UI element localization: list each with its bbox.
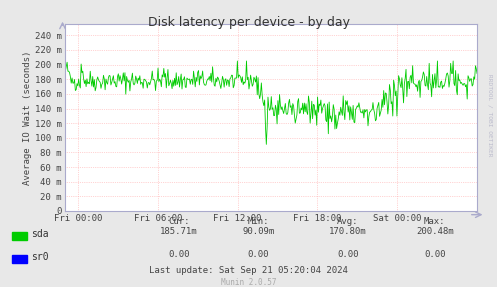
- Text: 0.00: 0.00: [168, 250, 190, 259]
- Text: 185.71m: 185.71m: [160, 227, 198, 236]
- Text: Munin 2.0.57: Munin 2.0.57: [221, 278, 276, 287]
- Text: RRDTOOL / TOBI OETIKER: RRDTOOL / TOBI OETIKER: [487, 73, 492, 156]
- Text: sr0: sr0: [31, 252, 49, 262]
- Text: 0.00: 0.00: [337, 250, 359, 259]
- Text: 170.80m: 170.80m: [329, 227, 367, 236]
- Text: Min:: Min:: [248, 217, 269, 226]
- Y-axis label: Average IO Wait (seconds): Average IO Wait (seconds): [23, 51, 32, 185]
- Text: Disk latency per device - by day: Disk latency per device - by day: [148, 16, 349, 29]
- Text: 0.00: 0.00: [424, 250, 446, 259]
- Text: 200.48m: 200.48m: [416, 227, 454, 236]
- Text: Avg:: Avg:: [337, 217, 359, 226]
- Text: Last update: Sat Sep 21 05:20:04 2024: Last update: Sat Sep 21 05:20:04 2024: [149, 266, 348, 275]
- Text: 0.00: 0.00: [248, 250, 269, 259]
- Text: Max:: Max:: [424, 217, 446, 226]
- Text: sda: sda: [31, 229, 49, 239]
- Text: 90.09m: 90.09m: [243, 227, 274, 236]
- Text: Cur:: Cur:: [168, 217, 190, 226]
